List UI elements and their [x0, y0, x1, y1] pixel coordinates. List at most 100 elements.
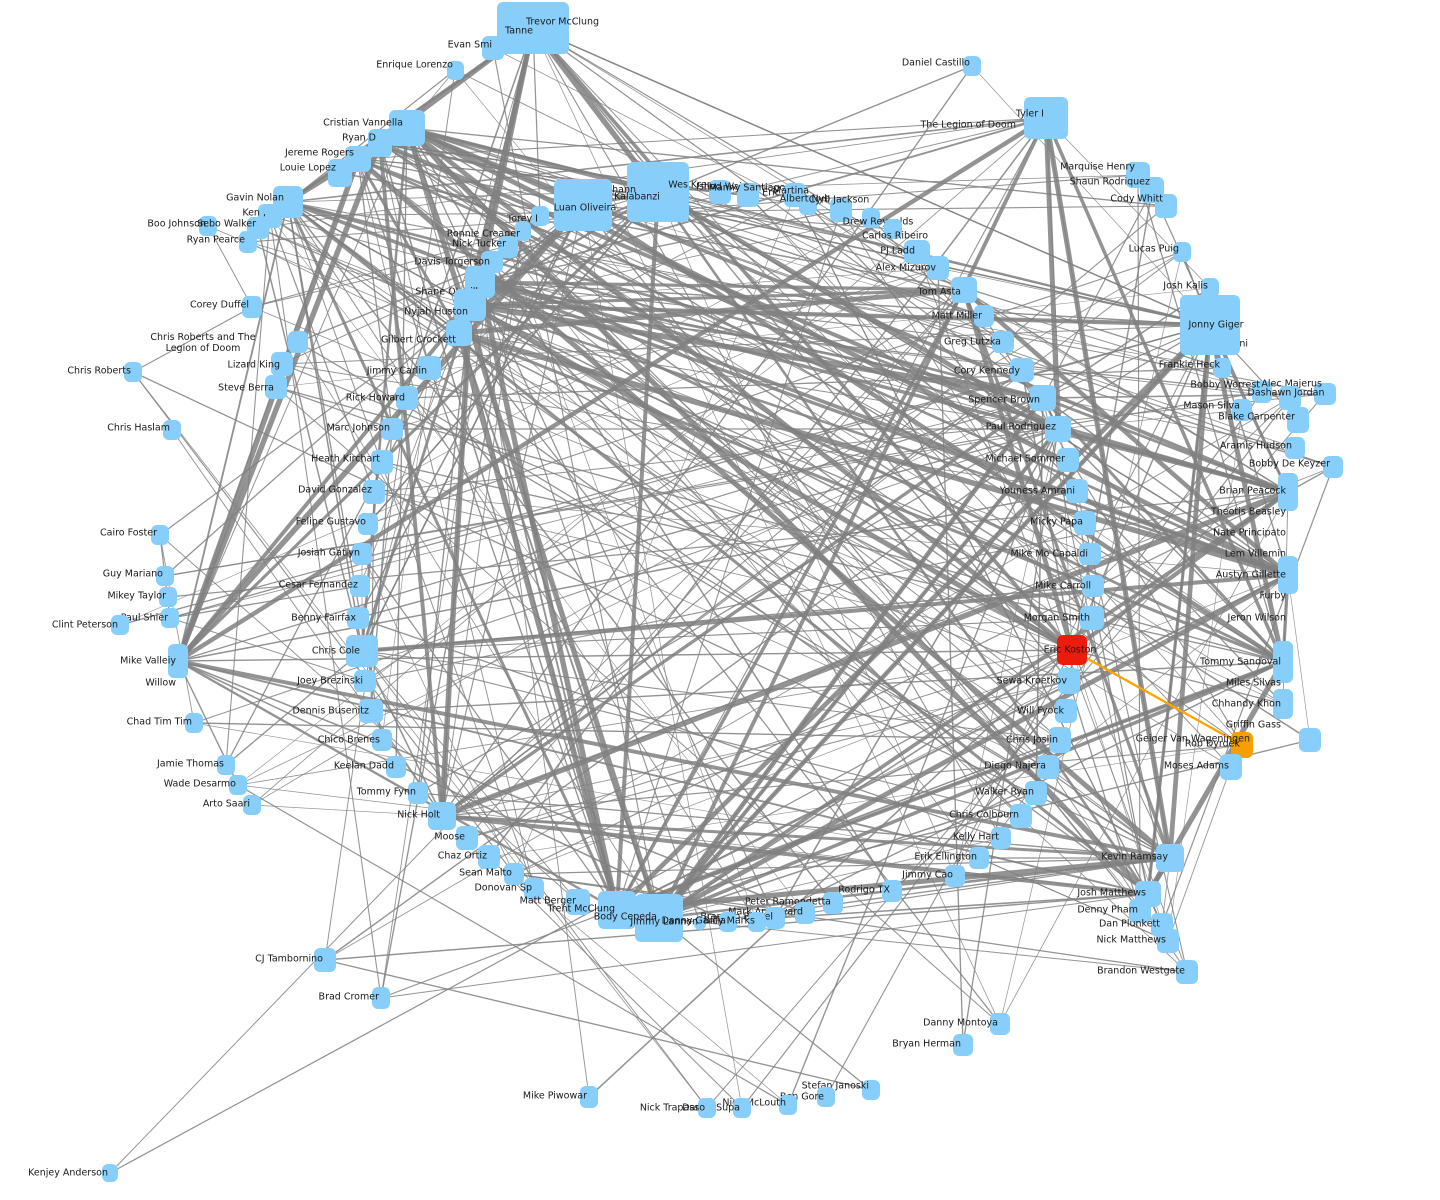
graph-node[interactable] [795, 902, 815, 924]
graph-node[interactable] [1157, 929, 1179, 953]
graph-node[interactable] [243, 795, 261, 815]
graph-node[interactable] [862, 208, 880, 228]
graph-node[interactable] [1180, 295, 1240, 355]
graph-node[interactable] [884, 219, 902, 239]
graph-node[interactable] [748, 912, 766, 932]
graph-node[interactable] [408, 782, 428, 804]
graph-node[interactable] [951, 277, 977, 303]
graph-node[interactable] [904, 240, 930, 264]
graph-node[interactable] [346, 635, 378, 667]
graph-node[interactable] [371, 450, 393, 474]
graph-node[interactable] [737, 183, 759, 207]
graph-node[interactable] [446, 60, 464, 80]
graph-node[interactable] [862, 1080, 880, 1100]
graph-node[interactable] [454, 289, 486, 321]
graph-node[interactable] [354, 670, 376, 692]
graph-node[interactable] [151, 525, 169, 545]
graph-node[interactable] [531, 206, 549, 226]
graph-node[interactable] [271, 352, 293, 376]
graph-node[interactable] [1079, 543, 1101, 565]
graph-node[interactable] [733, 1098, 751, 1118]
graph-node[interactable] [709, 180, 731, 204]
graph-node[interactable] [1025, 781, 1047, 805]
graph-node[interactable] [1323, 456, 1343, 478]
graph-node[interactable] [627, 162, 689, 222]
graph-node[interactable] [159, 587, 177, 607]
graph-node[interactable] [497, 2, 569, 54]
graph-node[interactable] [456, 826, 478, 850]
graph-node[interactable] [347, 607, 369, 629]
graph-node[interactable] [1278, 556, 1298, 594]
graph-node[interactable] [963, 56, 981, 76]
graph-node[interactable] [265, 375, 287, 399]
graph-node[interactable] [1213, 358, 1231, 378]
graph-node[interactable] [1299, 728, 1321, 752]
graph-node[interactable] [161, 608, 179, 628]
graph-node[interactable] [288, 331, 308, 353]
graph-node[interactable] [1278, 473, 1298, 511]
graph-node[interactable] [974, 305, 994, 327]
graph-node[interactable] [1287, 407, 1309, 433]
graph-node[interactable] [1279, 386, 1301, 410]
graph-node[interactable] [927, 256, 949, 280]
graph-node[interactable] [314, 948, 336, 972]
graph-node[interactable] [359, 699, 383, 723]
graph-node[interactable] [328, 159, 352, 187]
graph-node[interactable] [1057, 448, 1079, 472]
graph-node[interactable] [580, 1086, 598, 1108]
graph-node[interactable] [396, 386, 418, 410]
graph-node[interactable] [1176, 960, 1198, 984]
graph-node[interactable] [417, 356, 441, 380]
graph-node[interactable] [1010, 804, 1032, 828]
graph-node[interactable] [1037, 755, 1059, 779]
graph-node[interactable] [524, 878, 544, 900]
graph-node[interactable] [969, 847, 989, 869]
graph-node[interactable] [350, 575, 370, 597]
graph-node[interactable] [498, 236, 518, 258]
graph-node[interactable] [185, 713, 203, 733]
graph-node[interactable] [156, 566, 174, 586]
graph-node[interactable] [765, 907, 785, 929]
graph-node[interactable] [363, 480, 385, 504]
graph-node[interactable] [239, 231, 257, 253]
graph-node[interactable] [163, 420, 181, 440]
graph-node[interactable] [694, 916, 706, 930]
graph-node[interactable] [352, 543, 372, 565]
graph-node[interactable] [945, 865, 965, 887]
graph-node[interactable] [1173, 242, 1191, 262]
graph-node[interactable] [1232, 399, 1252, 421]
graph-node[interactable] [823, 892, 843, 914]
graph-node[interactable] [991, 827, 1011, 849]
graph-node[interactable] [1045, 416, 1071, 442]
graph-node[interactable] [199, 216, 217, 236]
graph-node[interactable] [1024, 97, 1068, 139]
graph-node[interactable] [1080, 606, 1104, 630]
graph-node[interactable] [389, 110, 425, 146]
graph-node[interactable] [1156, 844, 1184, 872]
graph-node[interactable] [992, 331, 1014, 353]
graph-node[interactable] [554, 179, 612, 231]
graph-node[interactable] [1055, 699, 1077, 723]
graph-node[interactable] [799, 195, 817, 215]
graph-node[interactable] [719, 912, 737, 932]
graph-node[interactable] [1049, 727, 1071, 753]
graph-node[interactable] [478, 845, 500, 869]
graph-node[interactable] [1252, 381, 1272, 403]
graph-node[interactable] [1082, 575, 1104, 597]
graph-node[interactable] [1285, 437, 1305, 459]
graph-node[interactable] [168, 644, 188, 678]
graph-node[interactable] [428, 802, 456, 830]
graph-node[interactable] [882, 880, 902, 902]
graph-node[interactable] [1155, 194, 1177, 218]
graph-node[interactable] [229, 775, 247, 795]
graph-node[interactable] [566, 889, 590, 915]
graph-node[interactable] [372, 729, 392, 751]
graph-node[interactable] [372, 987, 390, 1009]
graph-node[interactable] [1057, 635, 1087, 665]
graph-node[interactable] [1010, 358, 1034, 382]
graph-node[interactable] [1273, 689, 1293, 719]
graph-node[interactable] [1058, 668, 1080, 694]
graph-node[interactable] [1030, 385, 1056, 411]
graph-node[interactable] [217, 755, 235, 775]
graph-node[interactable] [990, 1013, 1010, 1035]
